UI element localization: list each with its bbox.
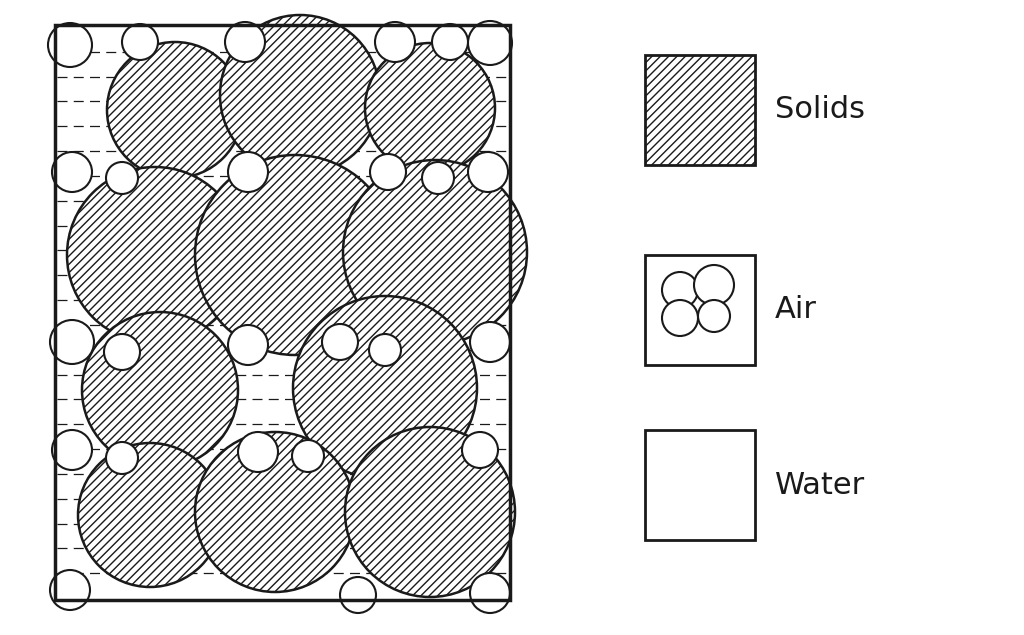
Circle shape xyxy=(470,322,510,362)
Circle shape xyxy=(292,440,324,472)
Circle shape xyxy=(48,23,92,67)
Circle shape xyxy=(370,154,406,190)
Circle shape xyxy=(662,272,698,308)
Circle shape xyxy=(343,160,527,344)
Circle shape xyxy=(122,24,158,60)
Circle shape xyxy=(220,15,380,175)
Circle shape xyxy=(52,430,92,470)
Circle shape xyxy=(694,265,734,305)
Circle shape xyxy=(340,577,376,613)
Bar xyxy=(645,55,755,165)
Circle shape xyxy=(468,21,512,65)
Circle shape xyxy=(468,152,508,192)
Circle shape xyxy=(52,152,92,192)
Text: Air: Air xyxy=(775,295,817,324)
Circle shape xyxy=(293,296,477,480)
Bar xyxy=(645,255,755,365)
Text: Solids: Solids xyxy=(775,95,865,124)
Circle shape xyxy=(662,300,698,336)
Circle shape xyxy=(228,152,268,192)
Circle shape xyxy=(462,432,498,468)
Circle shape xyxy=(106,42,243,178)
Circle shape xyxy=(50,570,90,610)
Circle shape xyxy=(422,162,454,194)
Circle shape xyxy=(106,442,138,474)
Circle shape xyxy=(375,22,415,62)
Circle shape xyxy=(82,312,238,468)
Circle shape xyxy=(365,43,495,173)
Bar xyxy=(55,25,510,600)
Circle shape xyxy=(470,573,510,613)
Circle shape xyxy=(345,427,515,597)
Circle shape xyxy=(228,325,268,365)
Bar xyxy=(645,430,755,540)
Circle shape xyxy=(106,162,138,194)
Circle shape xyxy=(238,432,278,472)
Circle shape xyxy=(78,443,222,587)
Circle shape xyxy=(195,432,355,592)
Circle shape xyxy=(322,324,358,360)
Circle shape xyxy=(195,155,395,355)
Circle shape xyxy=(225,22,265,62)
Circle shape xyxy=(50,320,94,364)
Circle shape xyxy=(698,300,730,332)
Circle shape xyxy=(67,167,243,343)
Circle shape xyxy=(432,24,468,60)
Circle shape xyxy=(369,334,401,366)
Text: Water: Water xyxy=(775,471,865,500)
Circle shape xyxy=(104,334,140,370)
